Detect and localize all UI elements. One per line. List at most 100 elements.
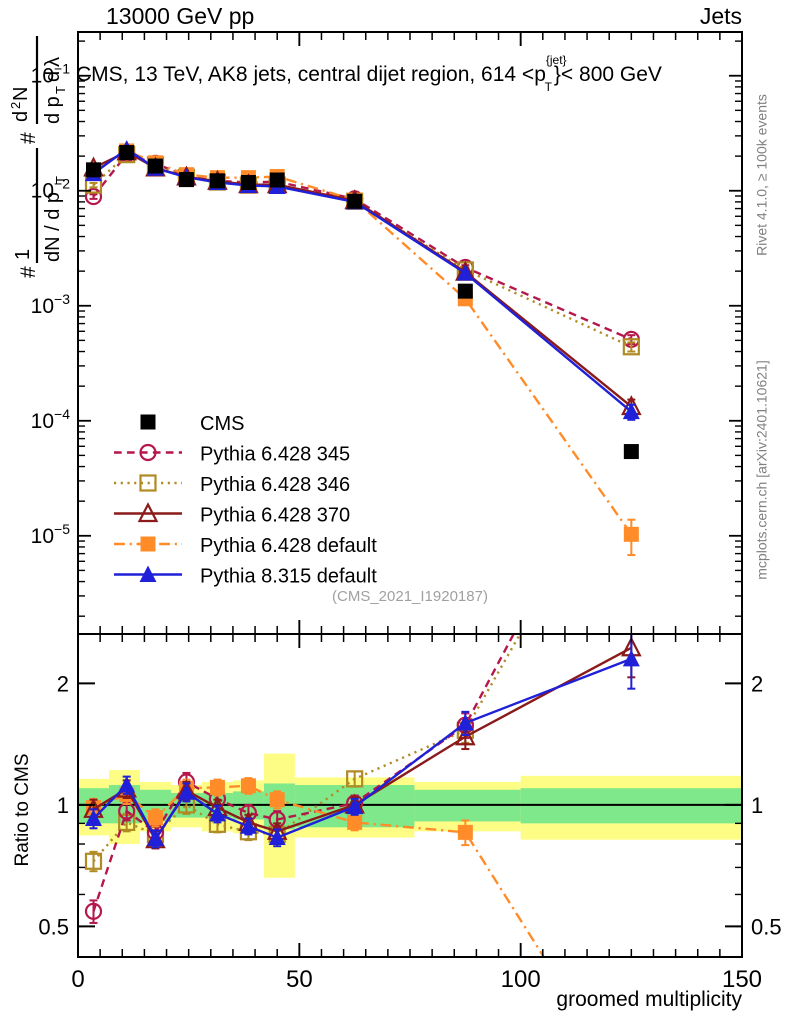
legend-entry-1[interactable]: Pythia 6.428 345 [114,444,350,466]
data-marker-open-square [177,168,196,186]
legend-entry-4[interactable]: Pythia 6.428 default [114,535,377,557]
yaxis-label-main: # 1 dN / d p T # d 2 N d p T d λ [6,36,76,296]
yaxis-ticklabel-ratio-right: 2 [751,671,763,696]
side-text-bottom: mcplots.cern.ch [arXiv:2401.10621] [752,320,774,620]
legend-label: Pythia 6.428 345 [200,444,350,466]
svg-text:1: 1 [12,249,34,260]
ratio-band-outer [520,775,742,840]
data-marker-open-square [84,176,103,194]
data-marker-filled-square [240,170,256,186]
series-main-pythia-8-315-default [84,140,640,421]
data-marker-open-circle [146,154,165,172]
data-marker-open-triangle [621,395,642,416]
yaxis-ticklabel-main: 10−5 [31,521,71,548]
data-marker-open-square [624,431,639,446]
data-marker-open-circle [208,790,227,808]
data-marker-filled-triangle [456,714,474,731]
data-marker-open-square [146,156,165,174]
data-marker-filled-square [147,155,163,171]
data-marker-open-triangle [344,189,365,210]
data-marker-filled-triangle [208,173,226,190]
yaxis-ticklabel-main: 10−4 [31,406,71,433]
series-ratio-pythia-6-428-346 [84,431,639,873]
data-marker-open-circle [177,167,196,186]
data-marker-open-square [84,852,103,870]
ratio-band-outer [201,781,233,832]
data-marker-open-square [208,815,227,833]
legend-entry-3[interactable]: Pythia 6.428 370 [114,502,350,527]
legend-entry-2[interactable]: Pythia 6.428 346 [114,474,350,496]
data-marker-open-square [346,770,364,788]
data-marker-open-triangle [116,140,137,161]
series-main-cms [85,145,639,460]
ratio-band-outer [170,785,202,828]
data-marker-open-triangle [621,636,642,657]
svg-text:2: 2 [8,102,23,109]
series-ratio-pythia-8-315-default [84,634,640,849]
data-marker-open-circle [208,172,227,190]
data-marker-filled-triangle [177,783,195,800]
data-marker-open-circle [146,823,165,841]
data-marker-open-triangle [137,502,159,523]
data-marker-filled-square [347,193,363,209]
data-marker-filled-square [119,143,135,159]
svg-text:Rivet 4.1.0, ≥ 100k events: Rivet 4.1.0, ≥ 100k events [754,94,770,256]
series-main-pythia-6-428-370 [83,140,642,416]
data-marker-filled-square [457,291,473,307]
data-marker-open-circle [622,330,640,348]
legend-label: Pythia 6.428 370 [200,505,350,527]
data-marker-open-triangle [266,173,288,194]
data-marker-filled-triangle [118,776,136,793]
data-marker-filled-triangle [239,817,257,834]
data-marker-open-triangle [207,796,228,817]
data-marker-open-square [622,338,640,356]
data-marker-open-square [208,173,227,191]
ratio-band-inner [170,793,202,818]
data-marker-open-triangle [176,779,197,800]
data-marker-filled-triangle [177,168,195,185]
series-line [92,150,633,408]
data-marker-filled-triangle [146,829,164,847]
data-marker-open-circle [239,173,258,192]
svg-text:dN / d p: dN / d p [42,192,64,262]
data-marker-open-square [177,796,196,814]
data-marker-open-triangle [207,169,228,190]
legend-entry-5[interactable]: Pythia 8.315 default [114,565,377,588]
legend-label: Pythia 6.428 default [200,535,377,557]
series-line [93,784,546,957]
svg-text:#: # [17,266,40,278]
data-marker-filled-square [347,814,363,830]
ratio-band-inner [201,793,233,818]
svg-text:λ: λ [42,57,64,67]
data-marker-open-square [456,721,474,739]
data-marker-filled-square [269,169,285,185]
data-marker-open-circle [84,187,103,206]
data-marker-open-triangle [145,828,166,849]
ratio-band-outer [139,781,171,832]
data-marker-open-square [239,176,258,194]
data-marker-open-triangle [176,165,197,186]
data-marker-filled-square [457,824,473,840]
data-marker-open-square [268,825,286,844]
data-marker-filled-triangle [239,176,257,194]
legend-label: CMS [200,413,244,435]
data-marker-filled-triangle [84,164,102,182]
yaxis-ticklabel-ratio-right: 1 [751,793,763,818]
svg-text:#: # [17,132,40,144]
data-marker-open-triangle [266,819,288,840]
series-main-pythia-6-428-345 [84,145,640,348]
ratio-band-outer [294,777,415,838]
data-marker-open-square [268,176,286,194]
data-marker-open-triangle [83,156,104,177]
plot-title: CMS, 13 TeV, AK8 jets, central dijet reg… [76,53,682,94]
xaxis-ticklabel: 100 [501,966,541,993]
data-marker-filled-triangle [346,192,364,210]
data-marker-open-triangle [455,260,476,281]
legend-entry-0[interactable]: CMS [140,413,245,435]
data-marker-filled-square [240,174,256,190]
data-marker-filled-triangle [146,159,164,176]
data-marker-open-circle [456,716,474,734]
data-marker-open-square [456,261,474,279]
data-marker-filled-triangle [139,565,157,582]
